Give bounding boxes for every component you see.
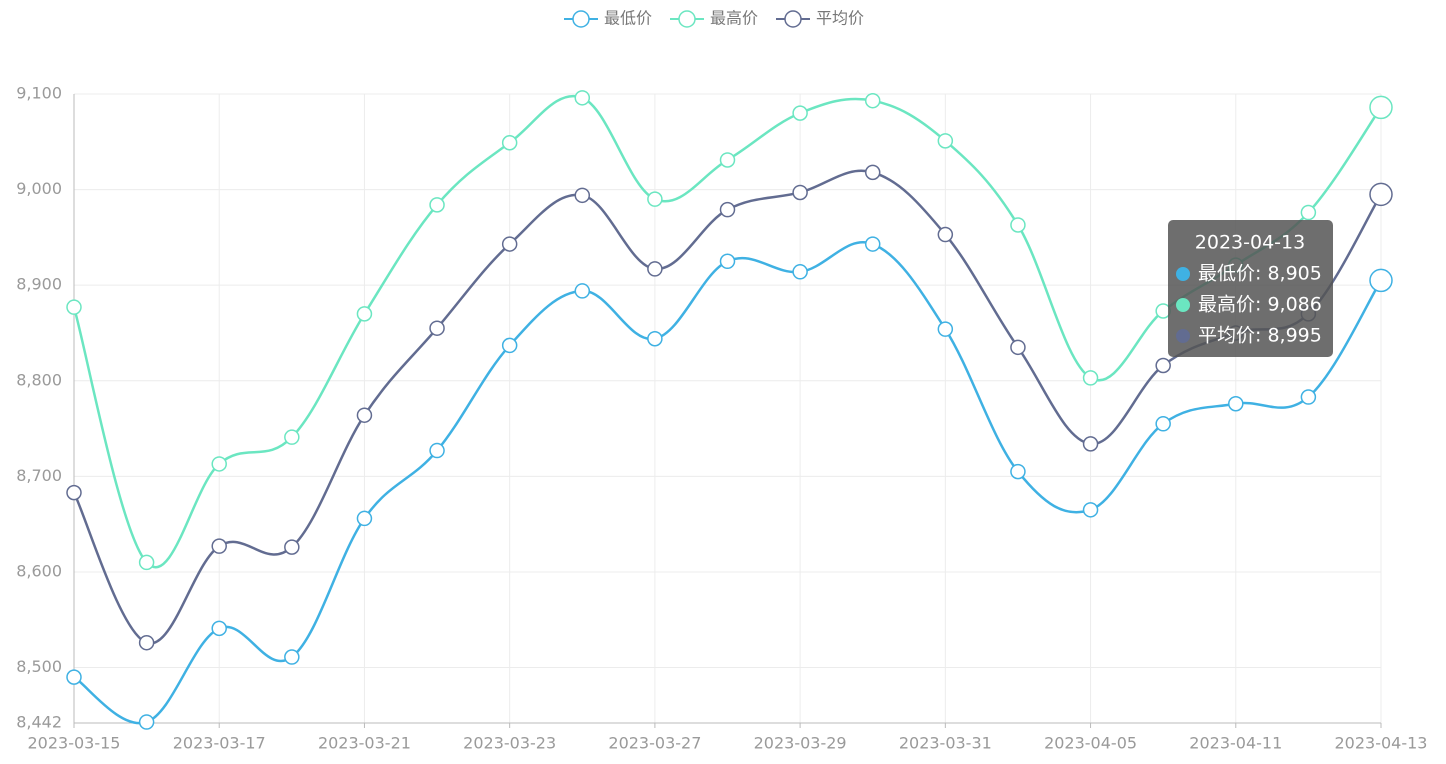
data-point <box>792 184 808 201</box>
y-tick-label: 9,000 <box>16 179 62 198</box>
legend-marker <box>784 10 802 28</box>
tooltip-item: 最高价: 9,086 <box>1198 294 1322 316</box>
x-tick-label: 2023-03-23 <box>463 734 556 753</box>
x-tick-label: 2023-04-13 <box>1335 734 1428 753</box>
data-point <box>1369 182 1393 207</box>
data-point <box>211 456 227 472</box>
data-point <box>66 669 82 685</box>
tooltip-dot <box>1176 329 1190 343</box>
tooltip: 2023-04-13 最低价: 8,905 最高价: 9,086 平均价: 8,995 <box>1168 220 1333 357</box>
y-tick-label: 8,442 <box>16 713 62 732</box>
tooltip-dot <box>1176 267 1190 281</box>
data-point <box>138 554 155 571</box>
y-tick-label: 9,100 <box>16 84 62 103</box>
data-point <box>211 538 227 554</box>
data-point <box>356 306 373 322</box>
x-tick-label: 2023-04-05 <box>1044 734 1137 753</box>
data-point <box>1155 357 1171 374</box>
x-tick-label: 2023-03-15 <box>28 734 121 753</box>
data-point <box>792 264 808 280</box>
data-point <box>719 253 736 270</box>
y-tick-label: 8,600 <box>16 561 62 580</box>
data-point <box>1228 395 1244 412</box>
data-point <box>284 429 300 445</box>
data-point <box>1082 436 1099 452</box>
data-point <box>1010 217 1026 233</box>
x-tick-label: 2023-03-27 <box>608 734 701 753</box>
data-point <box>429 197 445 213</box>
data-point <box>356 510 373 527</box>
data-point <box>719 201 736 218</box>
x-tick-label: 2023-03-29 <box>754 734 847 753</box>
legend-label: 最低价 <box>604 9 652 28</box>
data-point <box>429 442 445 459</box>
data-point <box>501 236 518 252</box>
data-point <box>647 191 663 207</box>
legend-marker <box>678 10 696 28</box>
data-point <box>1300 389 1317 405</box>
data-point <box>356 407 373 423</box>
tooltip-title: 2023-04-13 <box>1195 232 1305 254</box>
data-point <box>864 236 881 252</box>
data-point <box>574 283 591 299</box>
data-point <box>501 337 518 354</box>
data-point <box>1369 268 1393 293</box>
data-point <box>1082 370 1099 386</box>
x-tick-label: 2023-03-21 <box>318 734 411 753</box>
tooltip-box <box>1168 220 1333 357</box>
y-tick-label: 8,900 <box>16 275 62 294</box>
data-point <box>66 484 82 501</box>
data-point <box>574 90 591 106</box>
data-point <box>284 539 300 555</box>
x-tick-label: 2023-03-31 <box>899 734 992 753</box>
data-point <box>937 321 954 337</box>
data-point <box>1300 204 1317 221</box>
data-point <box>1155 416 1171 432</box>
data-point <box>1082 502 1099 518</box>
data-point <box>647 330 663 347</box>
data-point <box>1010 463 1026 480</box>
legend-label: 平均价 <box>816 9 864 28</box>
data-point <box>1010 339 1026 356</box>
data-point <box>1369 95 1393 120</box>
data-point <box>284 649 300 665</box>
series-line <box>72 94 1383 569</box>
tooltip-item: 平均价: 8,995 <box>1198 325 1322 347</box>
data-point <box>719 152 736 168</box>
data-point <box>647 261 663 277</box>
x-tick-label: 2023-03-17 <box>173 734 266 753</box>
tooltip-item: 最低价: 8,905 <box>1198 263 1322 285</box>
data-point <box>937 226 954 243</box>
data-point <box>138 714 155 730</box>
data-point <box>864 164 881 181</box>
data-point <box>429 320 445 336</box>
tooltip-dot <box>1176 298 1190 312</box>
y-tick-label: 8,500 <box>16 657 62 676</box>
data-point <box>792 105 808 121</box>
data-point <box>574 187 591 204</box>
data-point <box>66 299 82 315</box>
data-point <box>138 634 155 651</box>
x-tick-label: 2023-04-11 <box>1189 734 1282 753</box>
data-point <box>211 620 227 637</box>
y-tick-label: 8,800 <box>16 370 62 389</box>
data-point <box>864 92 881 109</box>
legend-label: 最高价 <box>710 9 758 28</box>
y-tick-label: 8,700 <box>16 466 62 485</box>
data-point <box>937 133 954 149</box>
legend-marker <box>572 10 590 28</box>
data-point <box>501 135 518 151</box>
